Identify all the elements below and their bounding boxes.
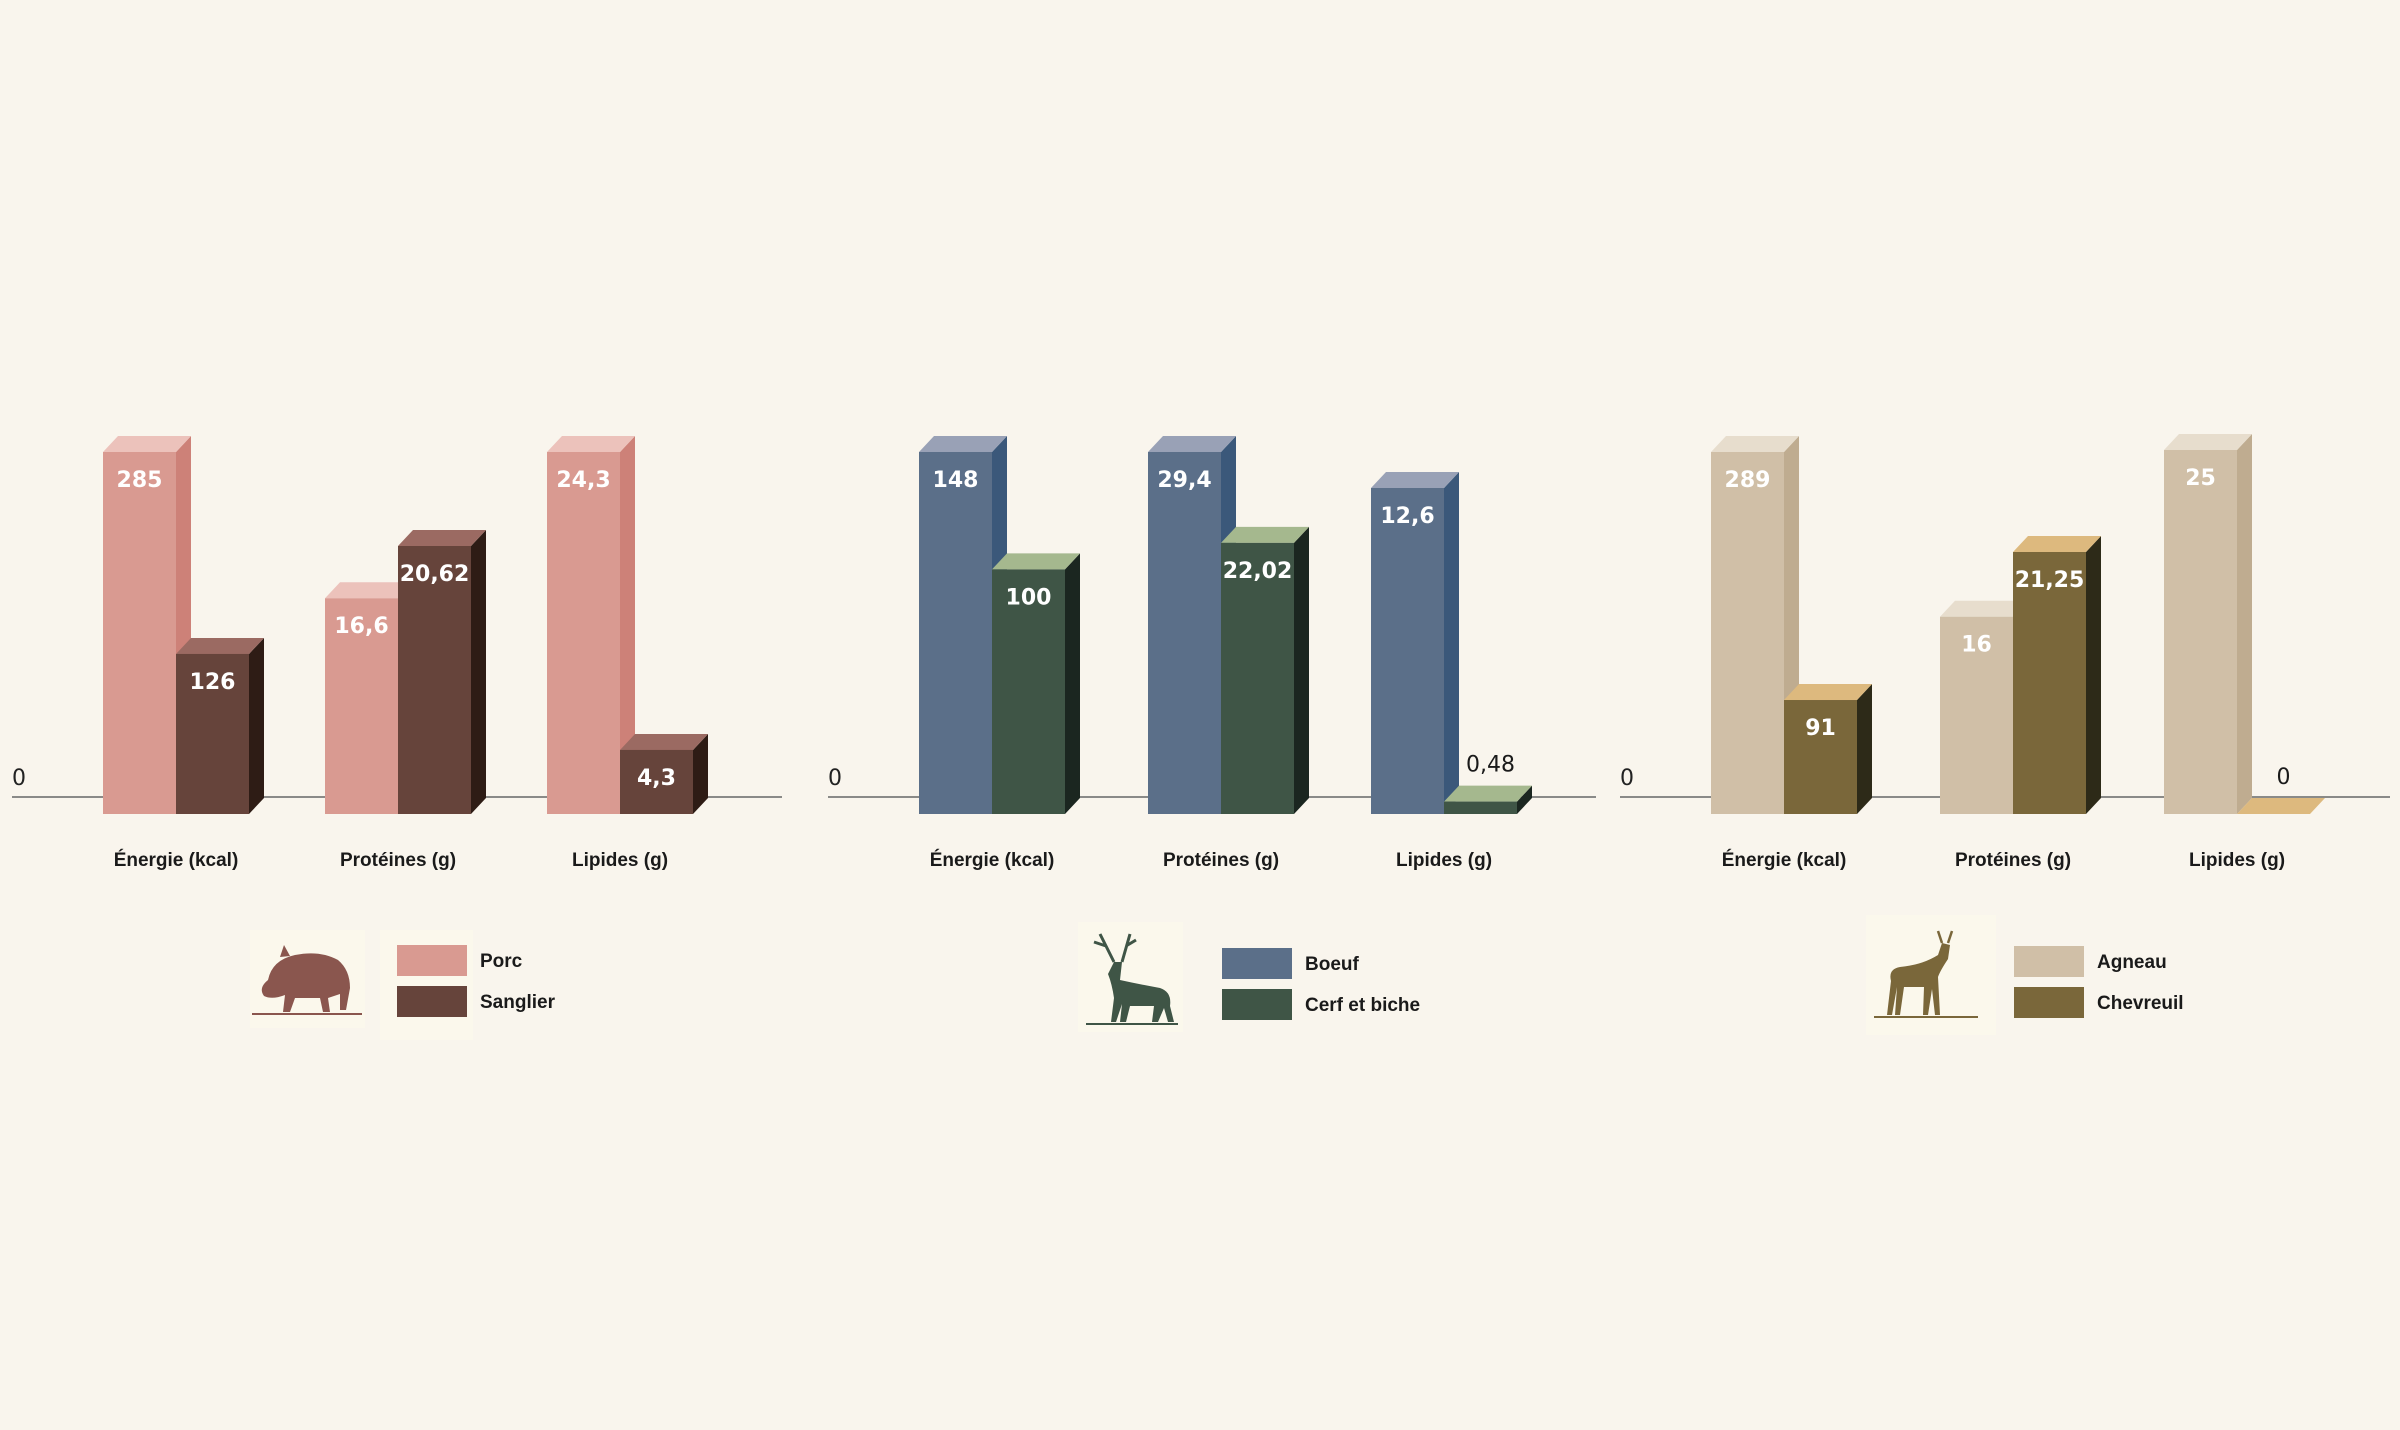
category-label: Protéines (g) xyxy=(1163,850,1279,871)
bar-cerf-et-biche-1: 100 xyxy=(992,553,1080,814)
category-label: Lipides (g) xyxy=(572,850,668,871)
bar-value-label: 0,48 xyxy=(1466,753,1515,778)
zero-tick-label: 0 xyxy=(1620,766,1634,791)
bar-value-label: 148 xyxy=(933,468,979,493)
bar-value-label: 29,4 xyxy=(1157,468,1211,493)
roe-deer-icon xyxy=(1866,915,1996,1035)
bar-agneau-1: 289 xyxy=(1711,436,1799,814)
legend-label: Cerf et biche xyxy=(1305,995,1420,1016)
legend-swatch xyxy=(1222,989,1292,1020)
legend-swatch xyxy=(397,945,467,976)
bar-value-label: 20,62 xyxy=(400,562,470,587)
legend-swatch xyxy=(397,986,467,1017)
bar-value-label: 126 xyxy=(190,670,236,695)
category-label: Lipides (g) xyxy=(2189,850,2285,871)
legend-label: Boeuf xyxy=(1305,954,1360,975)
bar-value-label: 22,02 xyxy=(1223,559,1293,584)
bar-boeuf-3: 12,6 xyxy=(1371,472,1459,814)
legend-2: Boeuf Cerf et biche xyxy=(1078,922,1420,1032)
legend-swatch xyxy=(2014,946,2084,977)
bar-value-label: 285 xyxy=(117,468,163,493)
zero-tick-label: 0 xyxy=(828,766,842,791)
category-label: Protéines (g) xyxy=(1955,850,2071,871)
bar-value-label: 91 xyxy=(1805,716,1836,741)
legend-1: Porc Sanglier xyxy=(250,930,556,1040)
bar-value-label: 4,3 xyxy=(637,766,676,791)
category-label: Protéines (g) xyxy=(340,850,456,871)
deer-stag-icon xyxy=(1078,922,1183,1032)
bar-chevreuil-2: 21,25 xyxy=(2013,536,2101,814)
zero-tick-label: 0 xyxy=(12,766,26,791)
bar-sanglier-1: 126 xyxy=(176,637,264,814)
legend-label: Sanglier xyxy=(480,992,556,1013)
chart-panel-3: 0 289 91 Énergie (kcal) 16 21,25 Protéines (g)… xyxy=(1620,434,2390,871)
chart-panel-1: 0 285 126 Énergie (kcal) 16,6 20,62 Protéines … xyxy=(12,436,782,871)
legend-label: Agneau xyxy=(2097,952,2167,973)
bar-value-label: 21,25 xyxy=(2015,568,2085,593)
bar-value-label: 12,6 xyxy=(1380,504,1434,529)
bar-chevreuil-1: 91 xyxy=(1784,684,1872,814)
legend-3: Agneau Chevreuil xyxy=(1866,915,2184,1035)
legend-label: Porc xyxy=(480,951,523,972)
category-label: Énergie (kcal) xyxy=(930,849,1055,871)
bar-sanglier-2: 20,62 xyxy=(398,530,486,814)
bar-agneau-3: 25 xyxy=(2164,434,2252,814)
category-label: Énergie (kcal) xyxy=(1722,849,1847,871)
chart-panel-2: 0 148 100 Énergie (kcal) 29,4 22,02 Protéines … xyxy=(828,436,1596,871)
legend-label: Chevreuil xyxy=(2097,993,2184,1014)
bar-chevreuil-3: 0 xyxy=(2237,765,2325,814)
bar-value-label: 100 xyxy=(1006,585,1052,610)
bar-value-label: 16,6 xyxy=(334,614,388,639)
bar-cerf-et-biche-2: 22,02 xyxy=(1221,526,1309,814)
bar-value-label: 289 xyxy=(1725,468,1771,493)
bar-sanglier-3: 4,3 xyxy=(620,733,708,814)
category-label: Lipides (g) xyxy=(1396,850,1492,871)
boar-icon xyxy=(250,930,365,1028)
legend-swatch xyxy=(1222,948,1292,979)
bar-cerf-et-biche-3: 0,48 xyxy=(1444,753,1532,814)
category-label: Énergie (kcal) xyxy=(114,849,239,871)
bar-value-label: 16 xyxy=(1961,633,1992,658)
bar-value-label: 24,3 xyxy=(556,468,610,493)
bar-value-label: 25 xyxy=(2185,466,2216,491)
bar-porc-3: 24,3 xyxy=(547,436,635,814)
bar-value-label: 0 xyxy=(2277,765,2291,790)
legend-swatch xyxy=(2014,987,2084,1018)
